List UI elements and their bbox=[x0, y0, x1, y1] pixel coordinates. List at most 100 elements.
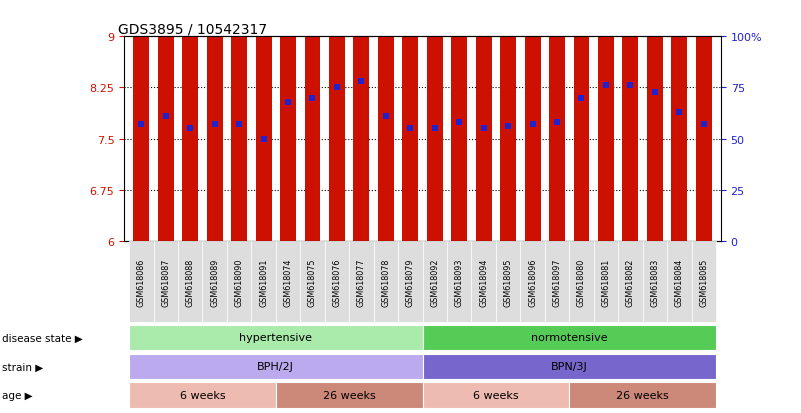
Bar bbox=[276, 382, 423, 408]
Text: GSM618079: GSM618079 bbox=[406, 258, 415, 306]
Text: hypertensive: hypertensive bbox=[239, 332, 312, 343]
Bar bbox=[353, 0, 369, 242]
Bar bbox=[545, 242, 570, 322]
Bar bbox=[378, 0, 394, 242]
Text: GSM618085: GSM618085 bbox=[699, 258, 708, 306]
Text: GSM618077: GSM618077 bbox=[357, 258, 366, 306]
Text: 6 weeks: 6 weeks bbox=[473, 390, 519, 401]
Text: age ▶: age ▶ bbox=[2, 390, 32, 401]
Bar bbox=[349, 242, 373, 322]
Text: GSM618074: GSM618074 bbox=[284, 258, 292, 306]
Point bbox=[208, 122, 221, 128]
Text: GSM618096: GSM618096 bbox=[528, 258, 537, 306]
Bar bbox=[647, 0, 662, 242]
Text: 26 weeks: 26 weeks bbox=[323, 390, 376, 401]
Bar bbox=[256, 0, 272, 242]
Point bbox=[159, 114, 172, 120]
Bar bbox=[129, 325, 423, 351]
Bar bbox=[423, 325, 716, 351]
Bar bbox=[129, 354, 423, 380]
Text: GSM618080: GSM618080 bbox=[577, 258, 586, 306]
Bar bbox=[642, 242, 667, 322]
Bar bbox=[231, 0, 247, 242]
Point bbox=[673, 109, 686, 116]
Text: GSM618075: GSM618075 bbox=[308, 258, 317, 306]
Bar bbox=[570, 382, 716, 408]
Point bbox=[649, 89, 662, 96]
Point bbox=[477, 126, 490, 133]
Text: GSM618082: GSM618082 bbox=[626, 258, 635, 306]
Text: GSM618081: GSM618081 bbox=[602, 258, 610, 306]
Bar bbox=[574, 0, 590, 242]
Text: GSM618092: GSM618092 bbox=[430, 258, 439, 306]
Bar bbox=[227, 242, 252, 322]
Bar bbox=[691, 242, 716, 322]
Bar bbox=[427, 0, 443, 242]
Bar bbox=[671, 0, 687, 242]
Text: GSM618076: GSM618076 bbox=[332, 258, 341, 306]
Bar bbox=[276, 242, 300, 322]
Bar bbox=[521, 242, 545, 322]
Bar bbox=[451, 0, 467, 242]
Text: BPN/3J: BPN/3J bbox=[551, 361, 588, 372]
Text: GDS3895 / 10542317: GDS3895 / 10542317 bbox=[119, 22, 268, 36]
Text: GSM618093: GSM618093 bbox=[455, 258, 464, 306]
Bar bbox=[476, 0, 492, 242]
Bar bbox=[178, 242, 203, 322]
Bar bbox=[622, 0, 638, 242]
Text: GSM618095: GSM618095 bbox=[504, 258, 513, 306]
Point bbox=[306, 95, 319, 102]
Bar bbox=[129, 242, 154, 322]
Text: GSM618089: GSM618089 bbox=[210, 258, 219, 306]
Bar bbox=[594, 242, 618, 322]
Point bbox=[526, 122, 539, 128]
Point bbox=[331, 85, 344, 92]
Bar bbox=[570, 242, 594, 322]
Bar bbox=[423, 382, 570, 408]
Text: 26 weeks: 26 weeks bbox=[616, 390, 669, 401]
Point bbox=[257, 136, 270, 143]
Bar bbox=[183, 0, 198, 242]
Point bbox=[698, 122, 710, 128]
Bar bbox=[133, 0, 149, 242]
Bar bbox=[300, 242, 324, 322]
Bar bbox=[500, 0, 516, 242]
Point bbox=[453, 120, 465, 126]
Point bbox=[429, 126, 441, 133]
Bar bbox=[252, 242, 276, 322]
Text: GSM618091: GSM618091 bbox=[259, 258, 268, 306]
Bar bbox=[696, 0, 712, 242]
Text: strain ▶: strain ▶ bbox=[2, 361, 42, 372]
Text: GSM618083: GSM618083 bbox=[650, 258, 659, 306]
Point bbox=[355, 79, 368, 85]
Bar bbox=[304, 0, 320, 242]
Bar bbox=[329, 0, 345, 242]
Text: GSM618094: GSM618094 bbox=[479, 258, 488, 306]
Bar bbox=[398, 242, 423, 322]
Point bbox=[183, 126, 196, 133]
Point bbox=[501, 124, 514, 131]
Bar bbox=[496, 242, 521, 322]
Bar bbox=[154, 242, 178, 322]
Bar bbox=[447, 242, 472, 322]
Point bbox=[550, 120, 563, 126]
Bar bbox=[472, 242, 496, 322]
Point bbox=[624, 83, 637, 90]
Bar bbox=[203, 242, 227, 322]
Bar bbox=[324, 242, 349, 322]
Bar bbox=[598, 0, 614, 242]
Text: BPH/2J: BPH/2J bbox=[257, 361, 294, 372]
Text: disease state ▶: disease state ▶ bbox=[2, 332, 83, 343]
Text: GSM618097: GSM618097 bbox=[553, 258, 562, 306]
Bar bbox=[280, 0, 296, 242]
Text: GSM618078: GSM618078 bbox=[381, 258, 390, 306]
Bar bbox=[618, 242, 642, 322]
Point bbox=[575, 95, 588, 102]
Text: GSM618084: GSM618084 bbox=[674, 258, 684, 306]
Bar bbox=[549, 0, 565, 242]
Point bbox=[233, 122, 246, 128]
Text: normotensive: normotensive bbox=[531, 332, 608, 343]
Text: 6 weeks: 6 weeks bbox=[179, 390, 225, 401]
Bar bbox=[402, 0, 418, 242]
Text: GSM618086: GSM618086 bbox=[137, 258, 146, 306]
